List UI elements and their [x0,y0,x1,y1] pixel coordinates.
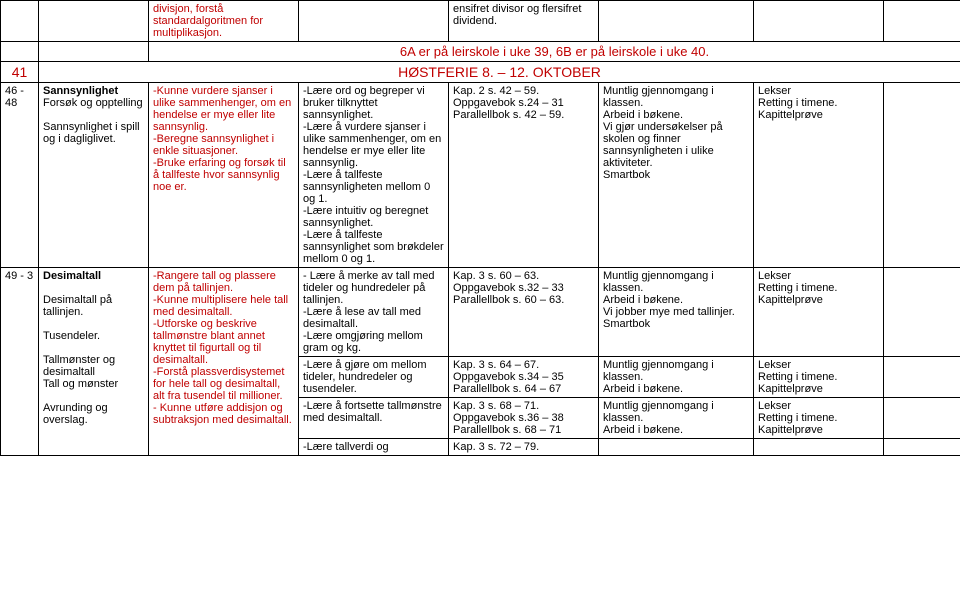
text: -Rangere tall og plassere dem på tallinj… [153,270,292,426]
assess-cell: Lekser Retting i timene. Kapittelprøve [754,83,884,268]
text: Kap. 3 s. 64 – 67. Oppgavebok s.34 – 35 … [453,359,564,395]
text: Kap. 3 s. 60 – 63. Oppgavebok s.32 – 33 … [453,270,564,306]
text: - Lære å merke av tall med tideler og hu… [303,270,438,354]
curriculum-table: divisjon, forstå standardalgoritmen for … [0,0,960,456]
text: HØSTFERIE 8. – 12. OKTOBER [398,64,601,80]
topic-cell: SannsynlighetForsøk og opptellingSannsyn… [39,83,149,268]
text: -Lære å fortsette tallmønstre med desima… [303,400,445,424]
topic-bold: Desimaltall [43,270,101,282]
assess-cell: Lekser Retting i timene. Kapittelprøve [754,357,884,398]
banner-6a: 6A er på leirskole i uke 39, 6B er på le… [149,42,960,62]
cell-ref: ensifret divisor og flersifret dividend. [449,1,599,42]
topic3: Tallmønster og desimaltall Tall og mønst… [43,354,118,390]
method-cell: Muntlig gjennomgang i klassen. Arbeid i … [599,268,754,357]
cell [884,357,960,398]
method-cell: Muntlig gjennomgang i klassen. Arbeid i … [599,83,754,268]
cell [884,83,960,268]
banner-row-6a: 6A er på leirskole i uke 39, 6B er på le… [1,42,960,62]
topic-title: SannsynlighetForsøk og opptellingSannsyn… [43,85,143,145]
cell [884,439,960,456]
method-cell [599,439,754,456]
cell [884,268,960,357]
text: -Lære å gjøre om mellom tideler, hundred… [303,359,430,395]
cell [884,398,960,439]
text: Kap. 3 s. 72 – 79. [453,441,539,453]
goal2-cell: -Lære tallverdi og [299,439,449,456]
cell [299,1,449,42]
text: -Lære tallverdi og [303,441,389,453]
cell [1,42,39,62]
text: divisjon, forstå standardalgoritmen for … [153,3,266,39]
row-49-3-seg1: 49 - 3 Desimaltall Desimaltall på tallin… [1,268,960,357]
text: Muntlig gjennomgang i klassen. Arbeid i … [603,400,717,436]
goal1-cell: -Kunne vurdere sjanser i ulike sammenhen… [149,83,299,268]
topic-cell: Desimaltall Desimaltall på tallinjen. Tu… [39,268,149,456]
text: Muntlig gjennomgang i klassen. Arbeid i … [603,270,735,330]
goal2-cell: -Lære å gjøre om mellom tideler, hundred… [299,357,449,398]
topic4: Avrunding og overslag. [43,402,111,426]
text: 49 - 3 [5,270,33,282]
row-46-48: 46 - 48 SannsynlighetForsøk og opptellin… [1,83,960,268]
ref-cell: Kap. 3 s. 68 – 71. Oppgavebok s.36 – 38 … [449,398,599,439]
text: 6A er på leirskole i uke 39, 6B er på le… [400,44,709,59]
cell [39,1,149,42]
assess-cell [754,439,884,456]
method-cell: Muntlig gjennomgang i klassen. Arbeid i … [599,398,754,439]
goal2-cell: -Lære å fortsette tallmønstre med desima… [299,398,449,439]
text: Kap. 2 s. 42 – 59. Oppgavebok s.24 – 31 … [453,85,564,121]
text: -Lære ord og begreper vi bruker tilknytt… [303,85,447,265]
week-cell: 46 - 48 [1,83,39,268]
cell-goal1: divisjon, forstå standardalgoritmen for … [149,1,299,42]
week-cell: 49 - 3 [1,268,39,456]
text: Lekser Retting i timene. Kapittelprøve [758,359,837,395]
ref-cell: Kap. 3 s. 64 – 67. Oppgavebok s.34 – 35 … [449,357,599,398]
topic1: Desimaltall på tallinjen. [43,294,115,318]
text: Lekser Retting i timene. Kapittelprøve [758,270,837,306]
cell [1,1,39,42]
assess-cell: Lekser Retting i timene. Kapittelprøve [754,398,884,439]
goal2-cell: -Lære ord og begreper vi bruker tilknytt… [299,83,449,268]
text: 41 [12,64,28,80]
text: ensifret divisor og flersifret dividend. [453,3,584,27]
method-cell: Muntlig gjennomgang i klassen. Arbeid i … [599,357,754,398]
text: Kap. 3 s. 68 – 71. Oppgavebok s.36 – 38 … [453,400,564,436]
text: Lekser Retting i timene. Kapittelprøve [758,400,837,436]
cell [39,42,149,62]
assess-cell: Lekser Retting i timene. Kapittelprøve [754,268,884,357]
cell [884,1,960,42]
ref-cell: Kap. 3 s. 72 – 79. [449,439,599,456]
ref-cell: Kap. 3 s. 60 – 63. Oppgavebok s.32 – 33 … [449,268,599,357]
cell [754,1,884,42]
week-cell: 41 [1,62,39,83]
text: Muntlig gjennomgang i klassen. Arbeid i … [603,85,726,181]
text: Lekser Retting i timene. Kapittelprøve [758,85,837,121]
goal1-cell: -Rangere tall og plassere dem på tallinj… [149,268,299,456]
goal2-cell: - Lære å merke av tall med tideler og hu… [299,268,449,357]
text: 46 - 48 [5,85,24,109]
cell [599,1,754,42]
topic2: Tusendeler. [43,330,100,342]
table-row: divisjon, forstå standardalgoritmen for … [1,1,960,42]
row-41: 41 HØSTFERIE 8. – 12. OKTOBER [1,62,960,83]
text: Muntlig gjennomgang i klassen. Arbeid i … [603,359,717,395]
text: -Kunne vurdere sjanser i ulike sammenhen… [153,85,294,193]
ref-cell: Kap. 2 s. 42 – 59. Oppgavebok s.24 – 31 … [449,83,599,268]
banner-hostferie: HØSTFERIE 8. – 12. OKTOBER [39,62,960,83]
